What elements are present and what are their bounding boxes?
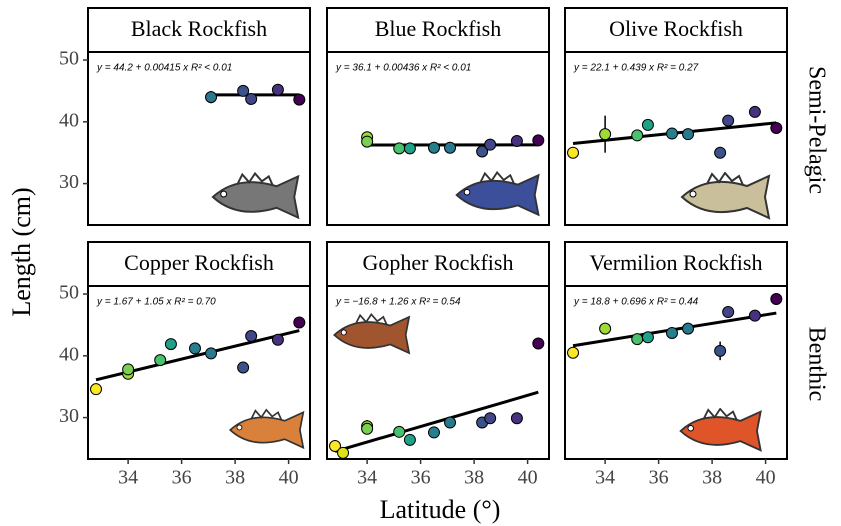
data-point: [428, 142, 439, 153]
fish-illustrations: [213, 172, 769, 450]
data-point: [394, 426, 405, 437]
panel: Gopher Rockfish y = −16.8 + 1.26 x R² = 0…: [327, 242, 549, 489]
data-point: [632, 334, 643, 345]
data-point: [642, 119, 653, 130]
x-tick-label: 34: [595, 467, 615, 489]
x-tick-label: 38: [464, 467, 484, 489]
data-point: [666, 327, 677, 338]
data-point: [189, 343, 200, 354]
panel-title: Gopher Rockfish: [363, 250, 514, 275]
data-point: [511, 135, 522, 146]
x-tick-label: 40: [518, 467, 538, 489]
data-point: [600, 323, 611, 334]
data-point: [206, 92, 217, 103]
data-point: [123, 364, 134, 375]
equation: y = 22.1 + 0.439 x R² = 0.27: [573, 63, 699, 74]
y-tick-label: 50: [59, 282, 79, 304]
data-point: [294, 94, 305, 105]
fish-icon: [230, 410, 303, 448]
data-point: [511, 413, 522, 424]
y-tick-label: 30: [59, 171, 79, 193]
x-tick-label: 36: [649, 467, 669, 489]
data-point: [206, 348, 217, 359]
panel-title: Blue Rockfish: [375, 16, 502, 41]
data-point: [600, 129, 611, 140]
y-axis-label: Length (cm): [7, 187, 36, 316]
data-point: [165, 339, 176, 350]
data-point: [642, 332, 653, 343]
data-point: [362, 423, 373, 434]
x-tick-label: 36: [172, 467, 192, 489]
data-point: [338, 447, 349, 458]
data-point: [445, 142, 456, 153]
equation: y = −16.8 + 1.26 x R² = 0.54: [335, 297, 461, 308]
panel-title: Olive Rockfish: [609, 16, 743, 41]
data-point: [485, 413, 496, 424]
data-point: [404, 143, 415, 154]
data-point: [666, 128, 677, 139]
panel-title: Copper Rockfish: [124, 250, 274, 275]
x-axis-label: Latitude (°): [380, 495, 501, 524]
y-tick-label: 30: [59, 405, 79, 427]
data-point: [749, 106, 760, 117]
panel-title: Black Rockfish: [131, 16, 267, 41]
equation: y = 44.2 + 0.00415 x R² < 0.01: [96, 63, 232, 74]
data-point: [246, 331, 257, 342]
data-point: [715, 345, 726, 356]
data-point: [771, 293, 782, 304]
data-point: [238, 362, 249, 373]
data-point: [155, 355, 166, 366]
figure: Length (cm) Latitude (°) Semi-Pelagic Be…: [0, 0, 841, 526]
x-tick-label: 40: [279, 467, 299, 489]
data-point: [272, 334, 283, 345]
y-tick-label: 50: [59, 48, 79, 70]
fish-icon: [682, 173, 769, 218]
data-point: [294, 317, 305, 328]
x-tick-label: 40: [756, 467, 776, 489]
data-point: [394, 143, 405, 154]
data-point: [404, 434, 415, 445]
data-point: [723, 306, 734, 317]
data-point: [91, 384, 102, 395]
data-point: [632, 130, 643, 141]
data-point: [445, 417, 456, 428]
data-point: [568, 347, 579, 358]
fish-icon: [457, 172, 539, 214]
x-tick-label: 38: [702, 467, 722, 489]
x-tick-label: 34: [357, 467, 377, 489]
fish-icon: [213, 173, 298, 217]
data-point: [771, 122, 782, 133]
data-point: [723, 115, 734, 126]
panel: Vermilion Rockfish y = 18.8 + 0.696 x R² …: [565, 242, 787, 489]
data-point: [533, 135, 544, 146]
x-tick-label: 34: [118, 467, 138, 489]
panel: Copper Rockfish y = 1.67 + 1.05 x R² = 0.…: [59, 242, 310, 489]
fish-icon: [334, 314, 409, 353]
data-point: [683, 129, 694, 140]
data-point: [428, 427, 439, 438]
data-point: [485, 139, 496, 150]
data-point: [683, 323, 694, 334]
y-tick-label: 40: [59, 109, 79, 131]
x-tick-label: 38: [225, 467, 245, 489]
equation: y = 36.1 + 0.00436 x R² < 0.01: [335, 63, 471, 74]
x-tick-label: 36: [411, 467, 431, 489]
equation: y = 18.8 + 0.696 x R² = 0.44: [573, 297, 699, 308]
row-label: Semi-Pelagic: [803, 66, 829, 194]
row-label: Benthic: [803, 327, 829, 402]
y-tick-label: 40: [59, 343, 79, 365]
data-point: [246, 93, 257, 104]
data-point: [715, 147, 726, 158]
data-point: [362, 136, 373, 147]
data-point: [272, 84, 283, 95]
data-point: [749, 310, 760, 321]
data-point: [533, 338, 544, 349]
equation: y = 1.67 + 1.05 x R² = 0.70: [96, 297, 216, 308]
panel-title: Vermilion Rockfish: [590, 250, 763, 275]
data-point: [568, 147, 579, 158]
fish-icon: [681, 409, 761, 450]
